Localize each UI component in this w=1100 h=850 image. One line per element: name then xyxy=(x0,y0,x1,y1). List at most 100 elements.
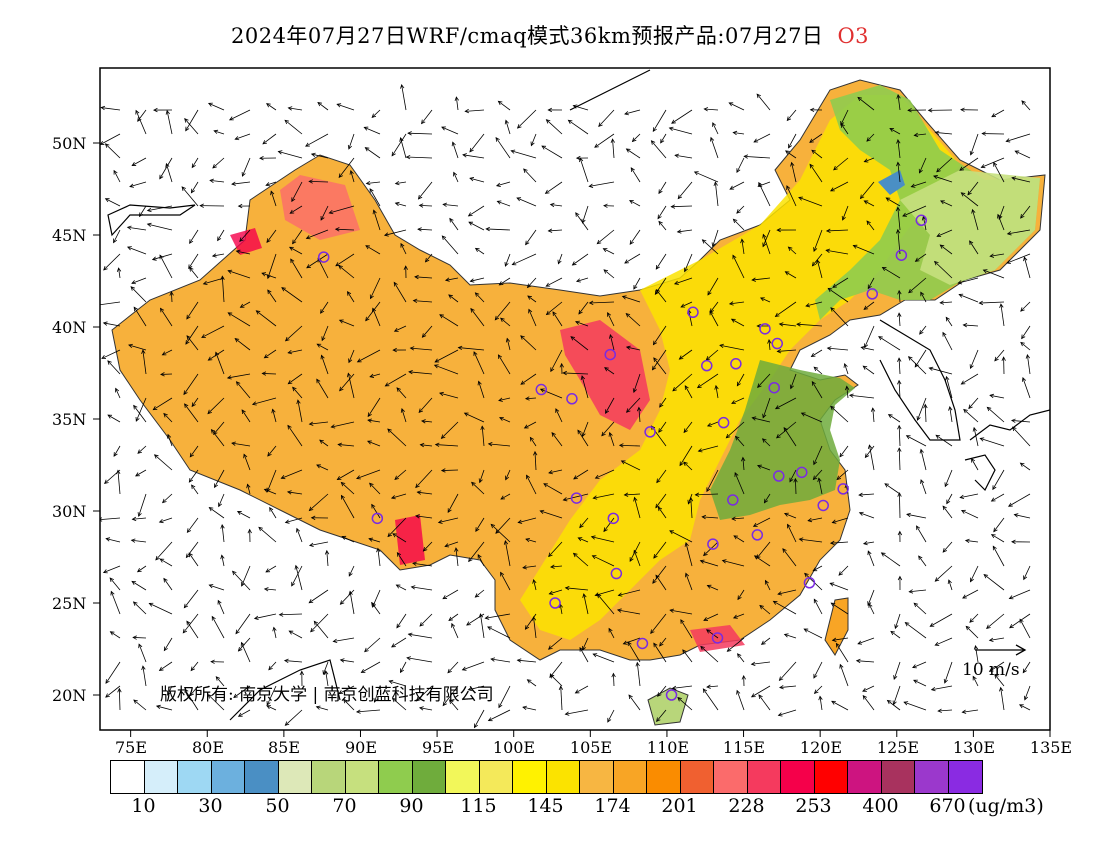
wind-arrow xyxy=(706,469,719,493)
wind-arrow xyxy=(308,493,329,512)
wind-arrow xyxy=(189,685,199,697)
colorbar-swatch xyxy=(881,761,915,793)
wind-arrow xyxy=(396,613,407,629)
wind-arrow xyxy=(126,225,147,231)
colorbar-swatch xyxy=(412,761,446,793)
wind-arrow xyxy=(683,253,693,273)
wind-arrow xyxy=(539,509,563,519)
wind-arrow xyxy=(677,181,693,200)
wind-arrow xyxy=(945,375,953,399)
wind-arrow xyxy=(217,599,225,615)
wind-arrow xyxy=(266,685,277,706)
wind-arrow xyxy=(621,295,641,303)
wind-arrow xyxy=(960,509,979,519)
wind-arrow xyxy=(779,685,797,690)
wind-arrow xyxy=(131,157,147,166)
wind-arrow xyxy=(306,253,329,269)
wind-arrow xyxy=(578,301,589,315)
wind-arrow xyxy=(572,552,589,567)
wind-arrow xyxy=(110,590,121,615)
wind-arrow xyxy=(498,397,511,402)
wind-arrow xyxy=(266,253,277,280)
wind-arrow xyxy=(253,613,277,620)
wind-arrow xyxy=(1013,513,1031,519)
lon-label: 135E xyxy=(1029,738,1073,757)
wind-arrow xyxy=(237,203,251,209)
wind-arrow xyxy=(734,472,745,495)
wind-arrow xyxy=(699,559,719,567)
wind-arrow xyxy=(527,295,537,303)
wind-arrow xyxy=(500,571,511,591)
wind-arrow xyxy=(284,119,303,135)
wind-arrow xyxy=(332,637,355,644)
wind-arrow xyxy=(310,152,329,159)
colorbar-unit: (ug/m3) xyxy=(968,795,1044,817)
wind-arrow xyxy=(962,323,979,328)
wind-arrow xyxy=(141,349,147,375)
wind-arrow xyxy=(137,109,147,122)
wind-arrow xyxy=(989,393,1005,399)
wind-arrow xyxy=(286,490,303,495)
wind-arrow xyxy=(759,297,771,303)
wind-arrow xyxy=(588,300,615,306)
wind-arrow xyxy=(787,523,797,543)
wind-arrow xyxy=(167,685,173,696)
wind-arrow xyxy=(944,469,953,488)
wind-arrow xyxy=(516,109,537,129)
wind-arrow xyxy=(919,448,927,471)
wind-arrow xyxy=(672,373,693,392)
wind-arrow xyxy=(734,435,745,447)
wind-arrow xyxy=(562,370,589,376)
city-marker-taiyuan xyxy=(701,359,713,372)
wind-arrow xyxy=(982,269,1005,279)
lat-label: 35N xyxy=(52,410,87,429)
wind-arrow xyxy=(852,244,875,255)
wind-arrow xyxy=(848,393,875,399)
wind-arrow xyxy=(364,637,381,653)
wind-arrow xyxy=(100,105,121,111)
wind-arrow xyxy=(262,133,277,145)
wind-arrow xyxy=(417,181,433,200)
wind-arrow xyxy=(235,613,251,635)
colorbar-swatch xyxy=(211,761,245,793)
wind-arrow xyxy=(751,277,771,282)
wind-arrow xyxy=(736,205,745,214)
wind-arrow xyxy=(625,148,641,159)
wind-arrow xyxy=(732,613,745,619)
lon-label: 115E xyxy=(722,738,766,757)
wind-arrow xyxy=(403,265,408,279)
wind-arrow xyxy=(159,157,173,180)
wind-arrow xyxy=(827,287,849,303)
wind-arrow xyxy=(415,685,433,702)
lat-label: 20N xyxy=(52,686,87,705)
wind-arrow xyxy=(679,445,693,467)
city-marker-wuhan xyxy=(727,494,739,506)
wind-arrow xyxy=(711,229,719,248)
wind-arrow xyxy=(762,233,771,255)
wind-arrow xyxy=(863,200,875,207)
wind-arrow xyxy=(788,133,797,149)
wind-arrow xyxy=(969,613,979,623)
wind-arrow xyxy=(783,512,797,519)
city-marker-nanjing xyxy=(796,466,808,479)
wind-arrow xyxy=(684,542,693,567)
wind-arrow xyxy=(623,492,641,497)
wind-arrow xyxy=(139,205,147,218)
wind-arrow xyxy=(571,253,589,266)
wind-arrow xyxy=(701,239,719,255)
wind-arrow xyxy=(367,440,381,447)
wind-arrow xyxy=(348,565,355,577)
wind-arrow xyxy=(317,101,329,111)
wind-arrow xyxy=(867,277,875,290)
wind-arrow xyxy=(100,517,121,522)
wind-arrow xyxy=(940,200,953,207)
wind-arrow xyxy=(396,387,407,399)
wind-arrow xyxy=(280,469,303,480)
wind-arrow xyxy=(653,357,667,375)
wind-arrow xyxy=(655,574,667,591)
wind-arrow xyxy=(444,277,459,282)
wind-arrow xyxy=(263,587,277,592)
wind-arrow xyxy=(743,154,771,159)
wind-arrow xyxy=(406,656,433,663)
east-coast-green xyxy=(710,360,855,520)
